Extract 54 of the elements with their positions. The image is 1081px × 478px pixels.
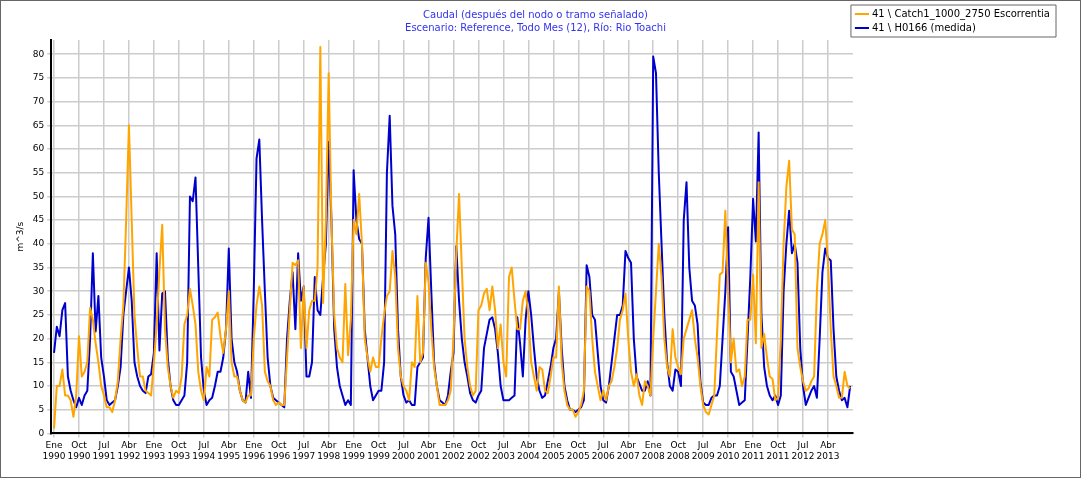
y-tick-label: 25 [32, 309, 45, 320]
x-tick-label: Abr 2013 [816, 440, 840, 461]
y-tick-label: 80 [32, 48, 45, 59]
legend-label: 41 \ H0166 (medida) [871, 21, 976, 33]
x-tick-label: Abr 2004 [516, 440, 541, 461]
y-tick-label: 70 [32, 95, 45, 106]
y-tick-label: 15 [32, 356, 45, 367]
x-tick-label: Jul 1994 [192, 440, 216, 461]
legend-label: 41 \ Catch1_1000_2750 Escorrentia [871, 7, 1050, 20]
x-tick-label: Abr 1998 [317, 440, 341, 461]
x-tick-label: Ene 1996 [242, 440, 266, 461]
x-tick-label: Ene 1990 [42, 440, 66, 461]
x-tick-label: Jul 2003 [491, 440, 515, 461]
x-tick-label: Jul 1997 [292, 440, 316, 461]
y-tick-label: 45 [32, 214, 45, 225]
x-tick-label: Jul 2000 [392, 440, 416, 461]
x-tick-label: Oct 2011 [766, 440, 790, 461]
y-tick-label: 55 [32, 167, 45, 178]
x-tick-label: Oct 2005 [566, 440, 590, 461]
y-tick-label: 0 [38, 427, 45, 438]
y-tick-label: 20 [32, 332, 45, 343]
y-axis-title: m^3/s [14, 221, 25, 252]
y-tick-label: 30 [32, 285, 45, 296]
x-tick-label: Abr 1992 [117, 440, 141, 461]
y-tick-label: 40 [32, 238, 45, 249]
x-tick-label: Abr 1995 [217, 440, 241, 461]
x-tick-label: Jul 2006 [591, 440, 616, 461]
chart-subtitle: Escenario: Reference, Todo Mes (12), Río: Rio Toachi [405, 21, 666, 33]
x-tick-label: Oct 1999 [367, 440, 391, 461]
x-tick-label: Abr 2001 [417, 440, 440, 461]
x-tick-label: Abr 2010 [716, 440, 740, 461]
x-tick-label: Ene 2002 [442, 440, 465, 461]
x-tick-label: Oct 1993 [167, 440, 191, 461]
y-tick-label: 65 [32, 119, 45, 130]
x-tick-label: Oct 2008 [666, 440, 690, 461]
x-tick-label: Ene 2011 [741, 440, 765, 461]
x-tick-label: Jul 1991 [92, 440, 116, 461]
x-tick-label: Oct 1996 [267, 440, 291, 461]
y-tick-label: 5 [38, 404, 45, 415]
x-tick-label: Ene 1993 [142, 440, 166, 461]
x-tick-label: Oct 2002 [467, 440, 490, 461]
y-tick-label: 10 [32, 380, 45, 391]
chart-title: Caudal (después del nodo o tramo señalado) [423, 8, 649, 20]
y-tick-label: 35 [32, 261, 45, 272]
x-tick-label: Abr 2007 [616, 440, 640, 461]
x-tick-label: Ene 2005 [541, 440, 565, 461]
x-tick-label: Ene 1999 [342, 440, 366, 461]
x-tick-label: Oct 1990 [67, 440, 91, 461]
y-tick-label: 50 [32, 190, 45, 201]
y-tick-label: 75 [32, 72, 45, 83]
y-tick-label: 60 [32, 143, 45, 154]
x-tick-label: Jul 2009 [691, 440, 715, 461]
x-tick-label: Ene 2008 [641, 440, 665, 461]
x-tick-label: Jul 2012 [791, 440, 815, 461]
